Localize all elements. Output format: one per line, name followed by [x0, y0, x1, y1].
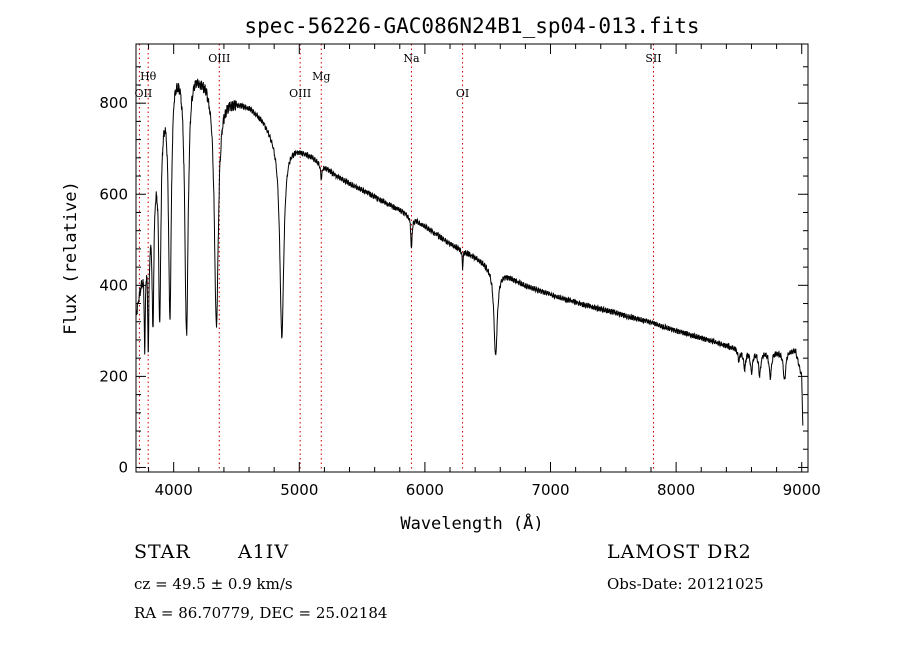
y-tick-label-600: 600 [99, 185, 128, 203]
plot-frame [135, 43, 809, 473]
x-tick-label-4000: 4000 [155, 481, 193, 499]
x-tick-label-6000: 6000 [406, 481, 444, 499]
redshift-label: cz = 49.5 ± 0.9 km/s [134, 575, 293, 593]
survey-label: LAMOST DR2 [607, 541, 752, 563]
y-tick-label-200: 200 [99, 367, 128, 385]
line-marker-label-2: OIII [208, 52, 230, 65]
line-marker-label-6: OI [456, 87, 469, 100]
y-tick-label-800: 800 [99, 94, 128, 112]
x-tick-label-7000: 7000 [531, 481, 569, 499]
x-tick-label-8000: 8000 [657, 481, 695, 499]
spectral-class-label: A1IV [238, 541, 290, 563]
y-axis-label: Flux (relative) [61, 181, 81, 335]
line-marker-label-4: Mg [312, 70, 330, 83]
x-axis-label: Wavelength (Å) [400, 512, 543, 534]
chart-title: spec-56226-GAC086N24B1_sp04-013.fits [244, 14, 699, 38]
x-tick-label-5000: 5000 [280, 481, 318, 499]
x-tick-label-9000: 9000 [783, 481, 821, 499]
line-marker-label-3: OIII [289, 87, 311, 100]
object-type-label: STAR [134, 541, 191, 563]
y-tick-label-400: 400 [99, 276, 128, 294]
y-tick-label-0: 0 [118, 458, 128, 476]
line-marker-label-7: SII [645, 52, 661, 65]
line-marker-label-5: Na [403, 52, 420, 65]
obs-date-label: Obs-Date: 20121025 [607, 575, 764, 593]
line-marker-label-1: Hθ [140, 70, 157, 83]
spectrum-line [136, 78, 804, 426]
coordinates-label: RA = 86.70779, DEC = 25.02184 [134, 604, 388, 622]
line-marker-label-0: OII [135, 87, 153, 100]
